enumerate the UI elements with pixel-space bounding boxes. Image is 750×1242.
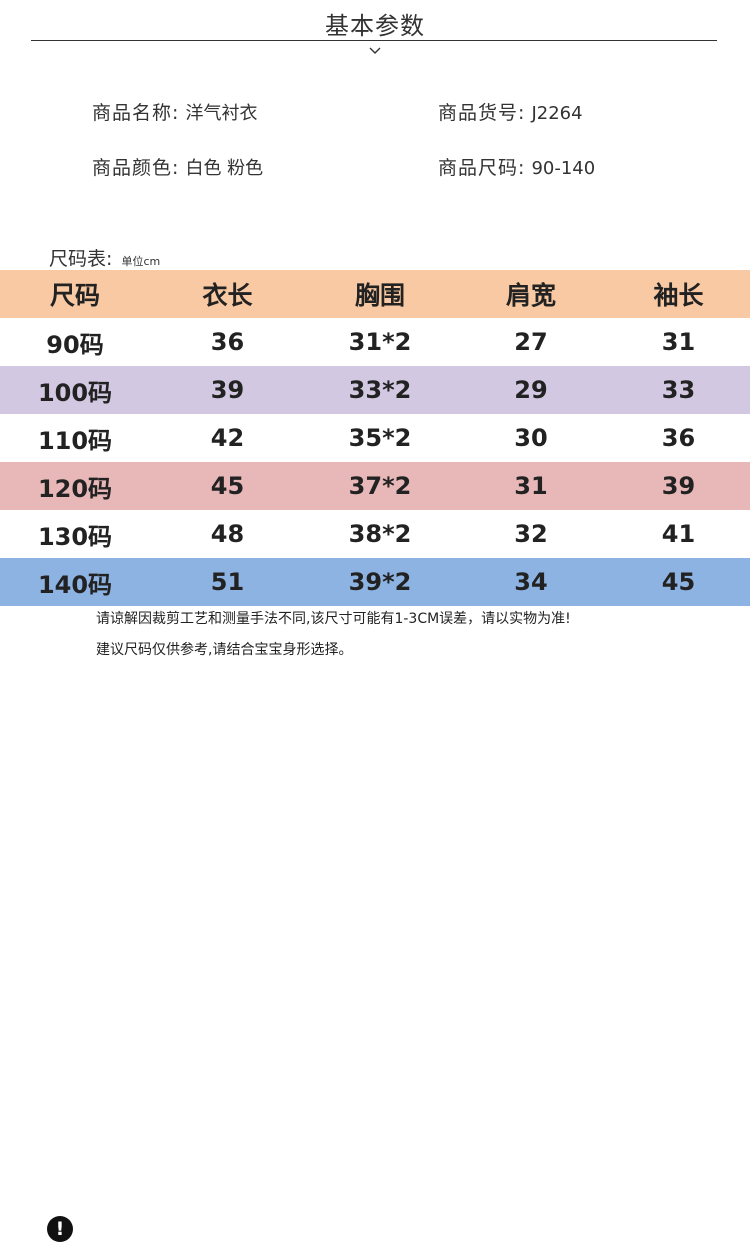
product-name-label: 商品名称: bbox=[92, 102, 180, 124]
page-title: 基本参数 bbox=[325, 12, 425, 40]
table-row: 120码 45 37*2 31 39 bbox=[0, 462, 750, 510]
table-cell: 90码 bbox=[46, 330, 104, 359]
product-size-label: 商品尺码: bbox=[438, 157, 526, 179]
table-header-cell: 衣长 bbox=[202, 281, 253, 310]
table-cell: 130码 bbox=[37, 522, 113, 551]
table-cell: 45 bbox=[661, 568, 696, 596]
table-cell: 39*2 bbox=[348, 568, 412, 596]
table-header-cell: 袖长 bbox=[653, 281, 704, 310]
table-cell: 51 bbox=[210, 568, 245, 596]
size-table-label: 尺码表: bbox=[49, 248, 113, 270]
table-row: 130码 48 38*2 32 41 bbox=[0, 510, 750, 558]
size-table: 尺码 衣长 胸围 肩宽 袖长 90码 36 31*2 27 31 100码 39 33*2 29 33 110… bbox=[0, 270, 750, 606]
table-header-cell: 胸围 bbox=[354, 281, 405, 310]
table-row: 90码 36 31*2 27 31 bbox=[0, 318, 750, 366]
table-cell: 41 bbox=[661, 520, 696, 548]
table-row: 100码 39 33*2 29 33 bbox=[0, 366, 750, 414]
product-name-value: 洋气衬衣 bbox=[185, 103, 258, 124]
table-cell: 29 bbox=[514, 376, 548, 404]
table-cell: 31 bbox=[514, 472, 548, 500]
exclamation-icon: ! bbox=[47, 1216, 73, 1242]
table-row: 140码 51 39*2 34 45 bbox=[0, 558, 750, 606]
table-cell: 33 bbox=[661, 376, 696, 404]
table-cell: 140码 bbox=[37, 570, 113, 599]
product-code-value: J2264 bbox=[531, 103, 583, 124]
size-table-caption: 尺码表: 单位cm bbox=[49, 244, 160, 271]
table-cell: 100码 bbox=[37, 378, 113, 407]
table-cell: 110码 bbox=[37, 426, 113, 455]
table-cell: 39 bbox=[661, 472, 696, 500]
table-cell: 36 bbox=[210, 328, 245, 356]
title-divider bbox=[31, 40, 717, 41]
product-color: 商品颜色: 白色 粉色 bbox=[92, 153, 263, 180]
table-cell: 36 bbox=[661, 424, 696, 452]
product-color-label: 商品颜色: bbox=[92, 157, 180, 179]
product-code: 商品货号: J2264 bbox=[438, 98, 583, 125]
notice-line-2: 建议尺码仅供参考,请结合宝宝身形选择。 bbox=[96, 642, 353, 658]
table-cell: 39 bbox=[210, 376, 245, 404]
chevron-down-icon bbox=[369, 47, 381, 54]
product-name: 商品名称: 洋气衬衣 bbox=[92, 98, 257, 125]
table-header-cell: 尺码 bbox=[49, 281, 100, 310]
table-cell: 34 bbox=[514, 568, 548, 596]
table-cell: 120码 bbox=[37, 474, 113, 503]
table-cell: 38*2 bbox=[348, 520, 412, 548]
table-cell: 42 bbox=[210, 424, 245, 452]
table-cell: 45 bbox=[210, 472, 245, 500]
table-cell: 37*2 bbox=[348, 472, 412, 500]
table-header-row: 尺码 衣长 胸围 肩宽 袖长 bbox=[0, 270, 750, 318]
table-cell: 48 bbox=[210, 520, 245, 548]
table-cell: 35*2 bbox=[348, 424, 412, 452]
table-cell: 30 bbox=[514, 424, 548, 452]
table-cell: 33*2 bbox=[348, 376, 412, 404]
table-row: 110码 42 35*2 30 36 bbox=[0, 414, 750, 462]
product-code-label: 商品货号: bbox=[438, 102, 526, 124]
product-size: 商品尺码: 90-140 bbox=[438, 153, 595, 180]
table-cell: 31 bbox=[661, 328, 696, 356]
notice: ! 请谅解因裁剪工艺和测量手法不同,该尺寸可能有1-3CM误差，请以实物为准! … bbox=[0, 604, 750, 1242]
product-size-value: 90-140 bbox=[531, 158, 596, 179]
size-table-unit: 单位cm bbox=[121, 255, 161, 268]
notice-line-1: 请谅解因裁剪工艺和测量手法不同,该尺寸可能有1-3CM误差，请以实物为准! bbox=[96, 611, 571, 627]
product-color-value: 白色 粉色 bbox=[185, 158, 264, 179]
table-cell: 27 bbox=[514, 328, 548, 356]
table-cell: 31*2 bbox=[348, 328, 412, 356]
table-cell: 32 bbox=[514, 520, 548, 548]
table-header-cell: 肩宽 bbox=[505, 281, 556, 310]
